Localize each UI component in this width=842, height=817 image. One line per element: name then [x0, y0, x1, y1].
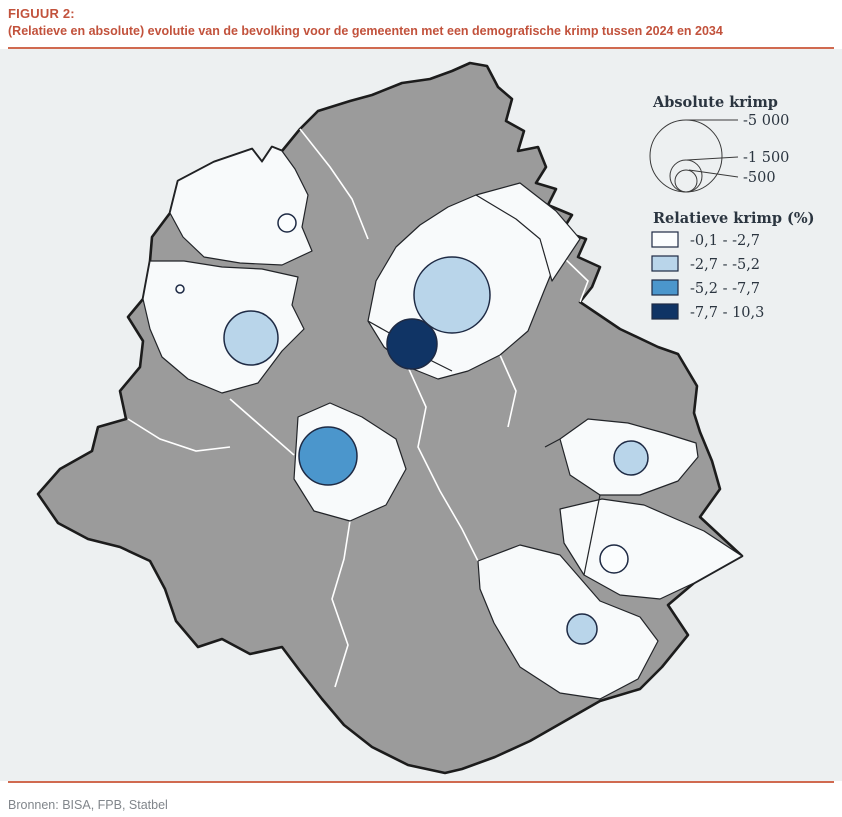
legend-leader-line-small — [688, 169, 739, 178]
municipality-divider — [229, 398, 295, 456]
legend-size-label-large: -5 000 — [743, 113, 789, 129]
region-layer — [36, 61, 744, 775]
municipality-divider — [407, 366, 479, 562]
bottom-rule — [8, 781, 834, 783]
map-circle — [223, 310, 279, 366]
figure-header: FIGUUR 2: (Relatieve en absolute) evolut… — [8, 6, 834, 38]
legend-class3-label: -5,2 - -7,7 — [690, 281, 760, 297]
legend-relative-title: Relatieve krimp (%) — [653, 210, 815, 227]
shrinking-municipality — [475, 182, 581, 282]
legend-absolute: Absolute krimp -5 000 -1 500 -500 — [649, 94, 789, 193]
shrinking-municipality — [559, 498, 743, 600]
legend-size-circle-medium — [669, 159, 703, 193]
legend-size-circle-small — [674, 169, 698, 193]
map-canvas: Absolute krimp -5 000 -1 500 -500 Relati… — [36, 61, 815, 775]
municipality-divider — [559, 253, 589, 303]
figure-label: FIGUUR 2: — [8, 6, 75, 21]
map-circle — [566, 613, 598, 645]
source-note: Bronnen: BISA, FPB, Statbel — [8, 798, 168, 812]
map-circle — [298, 426, 358, 486]
municipality-divider — [299, 128, 369, 240]
map-panel: Absolute krimp -5 000 -1 500 -500 Relati… — [0, 49, 842, 781]
legend-relative: Relatieve krimp (%) -0,1 - -2,7 -2,7 - -… — [651, 210, 815, 321]
legend-swatch-class1 — [651, 231, 679, 248]
legend-absolute-title: Absolute krimp — [652, 94, 778, 111]
legend-class1-label: -0,1 - -2,7 — [690, 233, 760, 249]
top-rule — [8, 47, 834, 49]
map-circle — [613, 440, 649, 476]
map-circle — [277, 213, 297, 233]
proportional-circles-layer — [175, 213, 649, 645]
legend-swatch-class4 — [651, 303, 679, 320]
municipality-border — [583, 494, 601, 576]
municipality-border — [544, 438, 561, 448]
shrinking-municipality — [169, 146, 313, 266]
map-circle — [599, 544, 629, 574]
legend-class4-label: -7,7 - 10,3 — [690, 305, 764, 321]
legend-swatch-class3 — [651, 279, 679, 296]
legend-class2-label: -2,7 - -5,2 — [690, 257, 760, 273]
map-circle — [413, 256, 491, 334]
municipality-divider — [127, 418, 231, 452]
map-circle — [386, 318, 438, 370]
municipality-divider — [499, 354, 517, 428]
legend-size-circle-large — [649, 119, 723, 193]
legend-swatch-class2 — [651, 255, 679, 272]
map-circle — [175, 284, 185, 294]
legend-size-label-small: -500 — [743, 170, 776, 186]
legend-size-label-medium: -1 500 — [743, 150, 789, 166]
legend-leader-line-medium — [686, 156, 739, 161]
figure-title: (Relatieve en absolute) evolutie van de … — [8, 24, 723, 38]
municipality-divider — [331, 520, 351, 688]
